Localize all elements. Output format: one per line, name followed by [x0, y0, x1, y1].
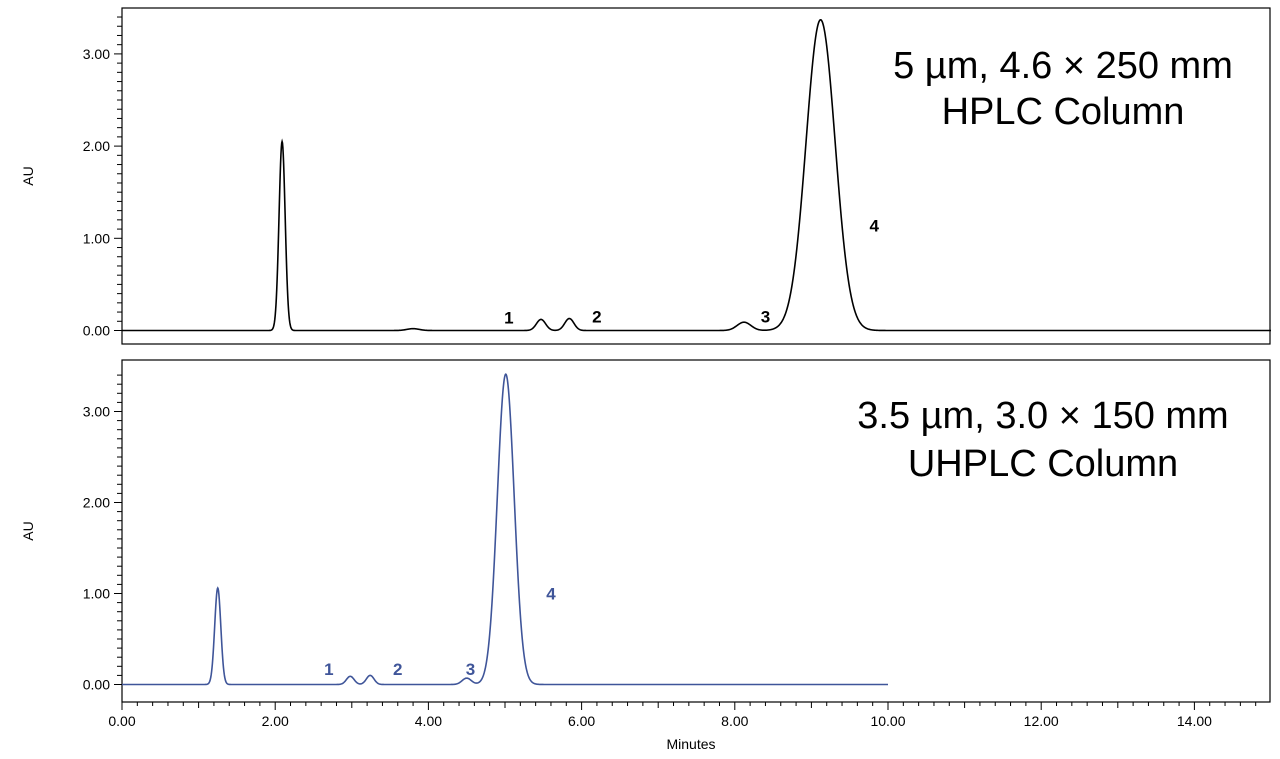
y-tick-label: 3.00	[83, 404, 110, 420]
uhplc-column-title-line1: 3.5 µm, 3.0 × 150 mm	[857, 395, 1228, 437]
x-tick-label: 12.00	[1024, 713, 1059, 729]
x-tick-label: 14.00	[1177, 713, 1212, 729]
hplc-peak-labels: 1 2 3 4	[504, 216, 879, 327]
hplc-trace-line	[122, 18, 1271, 332]
x-tick-label: 0.00	[108, 713, 135, 729]
uhplc-trace-line	[122, 373, 888, 686]
hplc-column-title-line1: 5 µm, 4.6 × 250 mm	[893, 45, 1233, 87]
y-tick-label: 1.00	[83, 586, 110, 602]
uhplc-column-title-line2: UHPLC Column	[908, 443, 1178, 485]
y-tick-label: 2.00	[83, 495, 110, 511]
peak-label-1: 1	[504, 309, 513, 328]
uhplc-y-axis-label: AU	[20, 521, 36, 540]
y-tick-label: 0.00	[83, 677, 110, 693]
hplc-y-axis-label: AU	[20, 166, 36, 185]
x-tick-label: 4.00	[415, 713, 442, 729]
uhplc-peak-labels: 1 2 3 4	[324, 585, 556, 680]
hplc-plot-frame	[121, 7, 1271, 345]
uhplc-y-axis: 0.00 1.00 2.00 3.00	[83, 374, 122, 693]
uhplc-plot-frame	[121, 359, 1271, 703]
x-tick-label: 8.00	[721, 713, 748, 729]
y-tick-label: 2.00	[83, 138, 110, 154]
x-axis: 0.00 2.00 4.00 6.00 8.00 10.00 12.00 14.00	[108, 702, 1257, 729]
y-tick-label: 0.00	[83, 323, 110, 339]
x-axis-label: Minutes	[666, 736, 715, 752]
peak-label-4: 4	[869, 216, 879, 235]
peak-label-3: 3	[761, 308, 770, 327]
peak-label-1: 1	[324, 660, 333, 679]
x-tick-label: 6.00	[568, 713, 595, 729]
y-tick-label: 1.00	[83, 230, 110, 246]
peak-label-4: 4	[546, 585, 556, 604]
peak-label-2: 2	[393, 660, 402, 679]
peak-label-2: 2	[592, 308, 601, 327]
x-tick-label: 10.00	[870, 713, 905, 729]
peak-label-3: 3	[466, 660, 475, 679]
hplc-panel: 0.00 1.00 2.00 3.00 AU 1 2 3 4 5 µm, 4.6 × 250…	[20, 7, 1271, 345]
x-tick-label: 2.00	[262, 713, 289, 729]
y-tick-label: 3.00	[83, 46, 110, 62]
hplc-column-title-line2: HPLC Column	[942, 91, 1185, 133]
hplc-y-axis: 0.00 1.00 2.00 3.00	[83, 16, 122, 339]
uhplc-panel: 0.001.002.003.00 0.00 2.00 4.00 6.00 8.00 10.…	[20, 359, 1271, 752]
